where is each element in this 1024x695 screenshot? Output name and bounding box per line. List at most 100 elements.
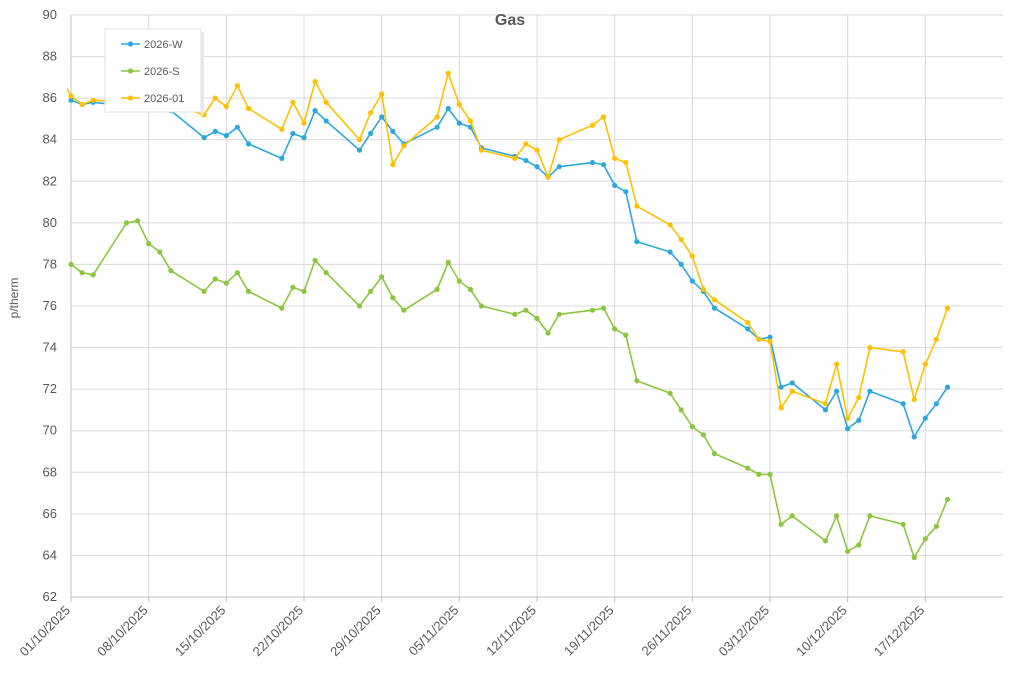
legend-label-2: 2026-01 — [144, 93, 184, 105]
data-point-2026-w — [856, 417, 862, 423]
data-point-2026-01 — [79, 101, 85, 107]
data-point-2026-s — [234, 270, 240, 276]
data-point-2026-w — [445, 105, 451, 112]
data-point-2026-01 — [634, 203, 640, 209]
series-layer — [67, 70, 951, 561]
legend: 2026-W 2026-S 2026-01 — [104, 28, 204, 115]
data-point-2026-s — [135, 218, 141, 224]
y-tick-label: 70 — [43, 423, 57, 438]
data-point-2026-01 — [822, 401, 829, 407]
data-point-2026-01 — [523, 141, 529, 147]
data-point-2026-w — [556, 164, 562, 170]
legend-marker-1 — [127, 68, 134, 74]
legend-label-1: 2026-S — [144, 66, 179, 78]
data-point-2026-s — [789, 513, 795, 519]
data-point-2026-s — [556, 311, 562, 317]
data-point-2026-01 — [478, 147, 485, 153]
y-tick-label: 86 — [43, 90, 57, 105]
data-point-2026-s — [146, 241, 152, 247]
data-point-2026-s — [68, 261, 74, 267]
data-point-2026-01 — [534, 147, 540, 153]
data-point-2026-w — [323, 118, 329, 124]
y-tick-label: 80 — [43, 215, 57, 230]
y-tick-label: 84 — [43, 132, 57, 147]
data-point-2026-s — [867, 513, 873, 519]
data-point-2026-w — [234, 124, 240, 130]
data-point-2026-01 — [512, 155, 518, 161]
data-point-2026-w — [834, 388, 840, 394]
data-point-2026-s — [711, 451, 718, 457]
data-point-2026-s — [778, 521, 784, 527]
data-point-2026-s — [168, 268, 174, 274]
data-point-2026-s — [534, 315, 540, 322]
data-point-2026-s — [312, 257, 318, 263]
data-point-2026-w — [612, 182, 618, 188]
data-point-2026-w — [279, 155, 285, 161]
y-tick-label: 64 — [43, 547, 57, 562]
data-point-2026-s — [212, 276, 218, 282]
data-point-2026-s — [900, 521, 906, 527]
y-tick-label: 74 — [43, 340, 57, 355]
data-point-2026-w — [745, 326, 751, 332]
data-point-2026-w — [767, 334, 773, 340]
data-point-2026-01 — [911, 396, 917, 403]
data-point-2026-s — [667, 390, 673, 396]
data-point-2026-s — [223, 280, 229, 286]
data-point-2026-w — [922, 415, 928, 421]
data-point-2026-01 — [767, 338, 773, 344]
data-point-2026-01 — [245, 105, 252, 112]
data-point-2026-s — [157, 249, 163, 255]
data-point-2026-01 — [612, 155, 618, 161]
data-point-2026-w — [601, 162, 607, 168]
data-point-2026-01 — [667, 222, 673, 228]
data-point-2026-01 — [900, 349, 906, 355]
data-point-2026-w — [245, 141, 252, 147]
data-point-2026-w — [911, 434, 917, 440]
data-point-2026-01 — [68, 93, 74, 99]
data-point-2026-w — [711, 305, 718, 311]
data-point-2026-w — [290, 130, 296, 137]
data-point-2026-s — [368, 288, 374, 294]
data-point-2026-w — [845, 426, 851, 432]
legend-label-0: 2026-W — [144, 39, 183, 51]
data-point-2026-s — [700, 432, 707, 438]
data-point-2026-01 — [745, 320, 751, 326]
data-point-2026-01 — [678, 236, 684, 243]
data-point-2026-s — [301, 288, 307, 294]
data-point-2026-s — [767, 471, 773, 477]
data-point-2026-01 — [445, 70, 451, 76]
y-tick-label: 78 — [43, 256, 57, 271]
data-point-2026-01 — [778, 405, 784, 411]
data-point-2026-s — [245, 288, 252, 294]
data-point-2026-01 — [234, 83, 240, 89]
data-point-2026-01 — [356, 137, 363, 143]
y-tick-label: 68 — [43, 464, 57, 479]
data-point-2026-01 — [834, 361, 840, 367]
data-point-2026-01 — [922, 361, 928, 367]
data-point-2026-w — [933, 401, 940, 407]
data-point-2026-s — [745, 465, 751, 471]
data-point-2026-w — [867, 388, 873, 394]
y-tick-label: 82 — [43, 173, 57, 188]
data-point-2026-w — [667, 249, 673, 255]
data-point-2026-w — [678, 261, 684, 267]
data-point-2026-s — [123, 220, 130, 226]
data-point-2026-w — [634, 239, 640, 245]
y-tick-labels: 62 64 66 68 70 72 74 76 78 80 82 84 86 88 90 — [43, 7, 57, 604]
data-point-2026-01 — [545, 174, 551, 180]
series-line-2026-s — [70, 220, 949, 559]
data-point-2026-w — [944, 384, 951, 390]
data-point-2026-01 — [845, 415, 851, 421]
data-point-2026-01 — [601, 114, 607, 120]
data-point-2026-s — [390, 295, 396, 301]
data-point-2026-01 — [556, 137, 562, 143]
data-point-2026-s — [756, 471, 762, 477]
data-point-2026-w — [534, 164, 540, 170]
data-point-2026-s — [279, 305, 285, 311]
data-point-2026-s — [678, 407, 684, 413]
data-point-2026-w — [589, 160, 596, 166]
data-point-2026-s — [523, 307, 529, 313]
data-point-2026-01 — [290, 99, 296, 105]
data-point-2026-w — [623, 189, 629, 195]
